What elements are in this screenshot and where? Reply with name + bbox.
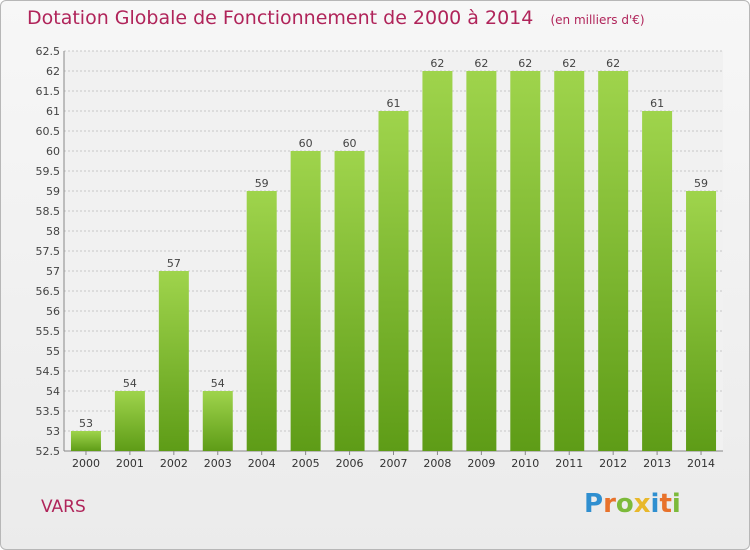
commune-name: VARS (41, 497, 86, 517)
data-label: 60 (299, 137, 313, 150)
y-tick-label: 62.5 (36, 45, 61, 58)
y-tick-label: 56.5 (36, 285, 61, 298)
chart-title: Dotation Globale de Fonctionnement de 20… (27, 7, 534, 29)
bar (466, 71, 497, 451)
title-row: Dotation Globale de Fonctionnement de 20… (27, 7, 645, 29)
y-tick-label: 60.5 (36, 125, 61, 138)
x-tick-label: 2008 (423, 457, 451, 470)
bar (422, 71, 453, 451)
x-tick-label: 2001 (116, 457, 144, 470)
data-label: 54 (123, 377, 137, 390)
data-label: 61 (387, 97, 401, 110)
logo-letter: t (659, 489, 672, 519)
bar (70, 431, 101, 451)
bar (114, 391, 145, 451)
bar (378, 111, 409, 451)
y-tick-label: 56 (46, 305, 60, 318)
y-tick-label: 60 (46, 145, 60, 158)
y-tick-label: 59 (46, 185, 60, 198)
data-label: 59 (255, 177, 269, 190)
y-tick-label: 61 (46, 105, 60, 118)
y-tick-label: 54 (46, 385, 60, 398)
proxiti-logo: Proxiti (584, 489, 681, 519)
x-tick-label: 2007 (380, 457, 408, 470)
bar (642, 111, 673, 451)
logo-letter: r (603, 489, 616, 519)
data-label: 62 (430, 57, 444, 70)
y-tick-label: 61.5 (36, 85, 61, 98)
y-tick-label: 52.5 (36, 445, 61, 458)
y-tick-label: 55.5 (36, 325, 61, 338)
y-tick-label: 59.5 (36, 165, 61, 178)
bar (158, 271, 189, 451)
x-tick-label: 2002 (160, 457, 188, 470)
data-label: 62 (562, 57, 576, 70)
bar (290, 151, 321, 451)
chart-subtitle: (en milliers d'€) (550, 13, 645, 27)
logo-letter: P (584, 489, 604, 519)
x-tick-label: 2010 (511, 457, 539, 470)
bar (598, 71, 629, 451)
data-label: 53 (79, 417, 93, 430)
x-tick-label: 2011 (555, 457, 583, 470)
bar (510, 71, 541, 451)
y-tick-label: 57 (46, 265, 60, 278)
x-tick-label: 2013 (643, 457, 671, 470)
data-label: 62 (474, 57, 488, 70)
y-tick-label: 57.5 (36, 245, 61, 258)
x-tick-label: 2004 (248, 457, 276, 470)
bar (334, 151, 365, 451)
bar (202, 391, 233, 451)
logo-letter: o (615, 489, 634, 519)
data-label: 54 (211, 377, 225, 390)
y-tick-label: 54.5 (36, 365, 61, 378)
data-label: 59 (694, 177, 708, 190)
x-tick-label: 2003 (204, 457, 232, 470)
data-label: 60 (343, 137, 357, 150)
y-tick-label: 58 (46, 225, 60, 238)
y-tick-label: 55 (46, 345, 60, 358)
bar (686, 191, 717, 451)
x-tick-label: 2000 (72, 457, 100, 470)
logo-letter: i (671, 489, 681, 519)
data-label: 62 (606, 57, 620, 70)
y-tick-label: 58.5 (36, 205, 61, 218)
x-tick-label: 2005 (292, 457, 320, 470)
x-tick-label: 2009 (467, 457, 495, 470)
y-tick-label: 53.5 (36, 405, 61, 418)
y-tick-label: 62 (46, 65, 60, 78)
x-tick-label: 2006 (336, 457, 364, 470)
logo-letter: i (650, 489, 660, 519)
y-tick-label: 53 (46, 425, 60, 438)
x-tick-label: 2012 (599, 457, 627, 470)
bar (246, 191, 277, 451)
data-label: 57 (167, 257, 181, 270)
bar (554, 71, 585, 451)
data-label: 61 (650, 97, 664, 110)
x-tick-label: 2014 (687, 457, 715, 470)
data-label: 62 (518, 57, 532, 70)
logo-letter: x (633, 489, 651, 519)
